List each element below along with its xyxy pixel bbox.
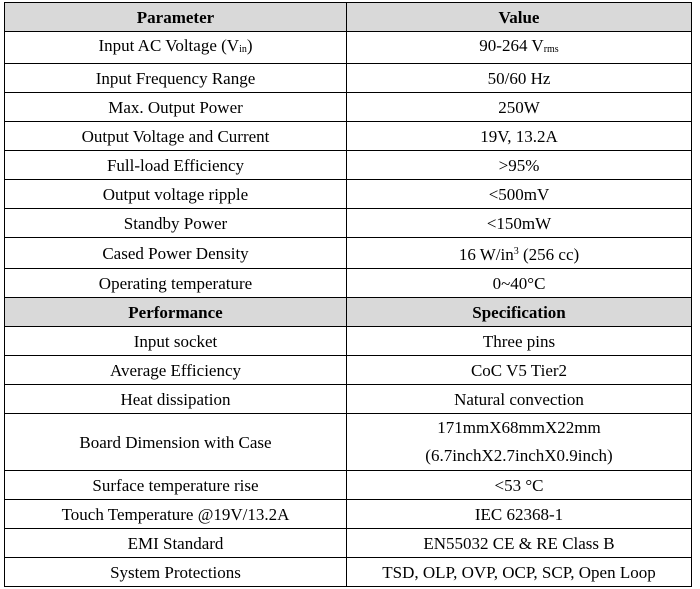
table-row: Input socket Three pins [4, 326, 692, 356]
table-cell: Heat dissipation [4, 384, 347, 414]
table-row: Output voltage ripple <500mV [4, 179, 692, 209]
table-cell: Input Frequency Range [4, 63, 347, 93]
subscript: rms [543, 44, 559, 55]
cell-text: 16 W/in [458, 245, 514, 264]
table-cell: CoC V5 Tier2 [346, 355, 692, 385]
table-cell: Output Voltage and Current [4, 121, 347, 151]
table-cell: 50/60 Hz [346, 63, 692, 93]
table-cell: 250W [346, 92, 692, 122]
table-cell: >95% [346, 150, 692, 180]
subscript: in [239, 44, 247, 55]
header-cell: Value [346, 2, 692, 32]
table-row: Input AC Voltage (Vin) 90-264 Vrms [4, 31, 692, 64]
table-cell: EN55032 CE & RE Class B [346, 528, 692, 558]
table-cell: Full-load Efficiency [4, 150, 347, 180]
table-cell: TSD, OLP, OVP, OCP, SCP, Open Loop [346, 557, 692, 587]
table-row: Max. Output Power 250W [4, 92, 692, 122]
header-cell: Performance [4, 297, 347, 327]
cell-text: 90-264 V [479, 36, 544, 55]
table-cell: Input socket [4, 326, 347, 356]
table-cell: Board Dimension with Case [4, 413, 347, 471]
superscript: 3 [513, 246, 519, 257]
table-row: Output Voltage and Current 19V, 13.2A [4, 121, 692, 151]
table-cell: 90-264 Vrms [346, 31, 692, 64]
table-cell: Operating temperature [4, 268, 347, 298]
table-cell: Standby Power [4, 208, 347, 238]
table-cell: Surface temperature rise [4, 470, 347, 500]
table-cell: 171mmX68mmX22mm (6.7inchX2.7inchX0.9inch) [346, 413, 692, 471]
spec-table: Parameter Value Input AC Voltage (Vin) 90-2… [4, 2, 692, 587]
table-cell: Three pins [346, 326, 692, 356]
table-cell: Output voltage ripple [4, 179, 347, 209]
table-row: EMI Standard EN55032 CE & RE Class B [4, 528, 692, 558]
table-cell: EMI Standard [4, 528, 347, 558]
table-cell: Cased Power Density [4, 237, 347, 269]
table-cell: 19V, 13.2A [346, 121, 692, 151]
header-row: Performance Specification [4, 297, 692, 327]
cell-line: (6.7inchX2.7inchX0.9inch) [425, 446, 613, 465]
table-row: Board Dimension with Case 171mmX68mmX22mm… [4, 413, 692, 471]
cell-text: ) [246, 36, 253, 55]
table-cell: Average Efficiency [4, 355, 347, 385]
header-cell: Parameter [4, 2, 347, 32]
cell-text: (256 cc) [518, 245, 580, 264]
table-cell: System Protections [4, 557, 347, 587]
table-row: Heat dissipation Natural convection [4, 384, 692, 414]
table-cell: Touch Temperature @19V/13.2A [4, 499, 347, 529]
table-row: Average Efficiency CoC V5 Tier2 [4, 355, 692, 385]
cell-line: 171mmX68mmX22mm [437, 418, 601, 437]
table-cell: 0~40°C [346, 268, 692, 298]
table-cell: <53 °C [346, 470, 692, 500]
table-cell: <500mV [346, 179, 692, 209]
table-row: Standby Power <150mW [4, 208, 692, 238]
table-cell: 16 W/in3 (256 cc) [346, 237, 692, 269]
header-cell: Specification [346, 297, 692, 327]
cell-text: Input AC Voltage (V [98, 36, 240, 55]
table-row: Input Frequency Range 50/60 Hz [4, 63, 692, 93]
table-row: Cased Power Density 16 W/in3 (256 cc) [4, 237, 692, 269]
table-cell: <150mW [346, 208, 692, 238]
table-row: System Protections TSD, OLP, OVP, OCP, SC… [4, 557, 692, 587]
table-row: Full-load Efficiency >95% [4, 150, 692, 180]
header-row: Parameter Value [4, 2, 692, 32]
table-row: Surface temperature rise <53 °C [4, 470, 692, 500]
table-row: Operating temperature 0~40°C [4, 268, 692, 298]
table-cell: Max. Output Power [4, 92, 347, 122]
table-cell: Natural convection [346, 384, 692, 414]
table-cell: Input AC Voltage (Vin) [4, 31, 347, 64]
table-cell: IEC 62368-1 [346, 499, 692, 529]
table-row: Touch Temperature @19V/13.2A IEC 62368-1 [4, 499, 692, 529]
